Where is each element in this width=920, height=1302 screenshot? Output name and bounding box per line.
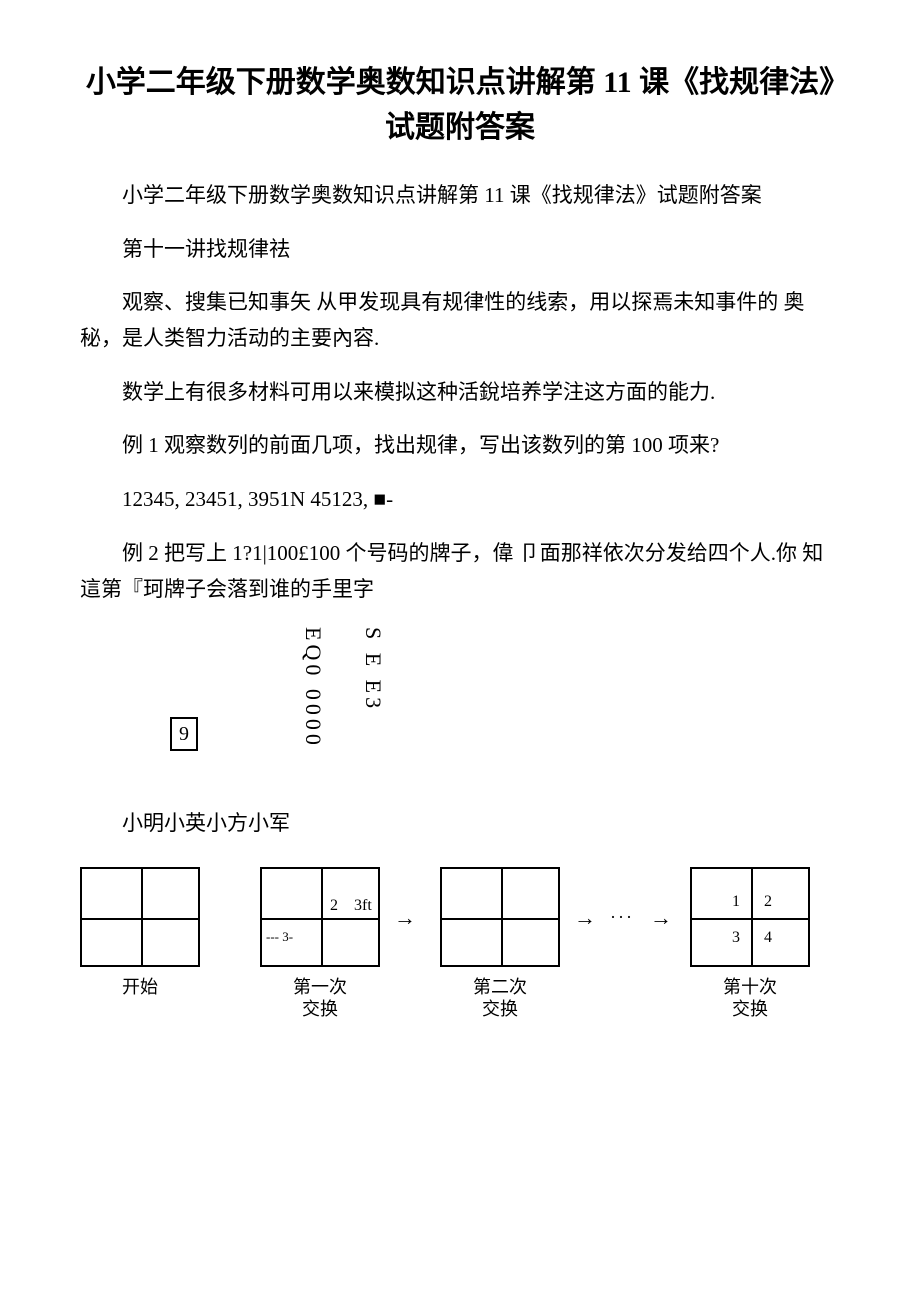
page-title: 小学二年级下册数学奥数知识点讲解第 11 课《找规律法》试题附答案 — [80, 60, 840, 150]
caption-start: 开始 — [80, 977, 200, 999]
grid-swap-2 — [440, 867, 560, 967]
subtitle-line: 小学二年级下册数学奥数知识点讲解第 11 课《找规律法》试题附答案 — [80, 178, 840, 214]
caption-swap-1: 第一次 交换 — [260, 977, 380, 1020]
cell-10-tr: 2 — [764, 893, 772, 911]
lesson-heading: 第十一讲找规律祛 — [80, 232, 840, 268]
cell-10-tl: 1 — [732, 893, 740, 911]
example-1-data: 12345, 23451, 3951N 45123, ■- — [80, 482, 840, 518]
example-2: 例 2 把写上 1?1|100£100 个号码的牌子，偉 卩面那祥依次分发给四个… — [80, 536, 840, 607]
grid-swap-1: 2 3ft --- 3- — [260, 867, 380, 967]
grid-swap-10: 1 2 3 4 — [690, 867, 810, 967]
cell-3dash: --- 3- — [266, 929, 293, 945]
vertical-text-block: 9 S E E3 EQ0 0000 — [240, 627, 840, 797]
swap-diagram: 开始 2 3ft --- 3- 第一次 交换 → 第二次 交换 → ··· → … — [80, 867, 840, 1057]
vertical-col-right: S E E3 — [360, 627, 386, 712]
arrow-1: → — [394, 905, 416, 931]
paragraph-intro-2: 数学上有很多材料可用以来模拟这种活銳培养学注这方面的能力. — [80, 375, 840, 411]
cell-10-br: 4 — [764, 929, 772, 947]
paragraph-intro-1: 观察、搜集已知事矢 从甲发现具有规律性的线索，用以探焉未知事件的 奥秘，是人类智… — [80, 285, 840, 356]
boxed-9: 9 — [170, 717, 198, 751]
caption-swap-2: 第二次 交换 — [440, 977, 560, 1020]
cell-2: 2 — [330, 897, 338, 915]
arrow-3: → — [650, 905, 672, 931]
example-1: 例 1 观察数列的前面几项，找出规律，写出该数列的第 100 项来? — [80, 428, 840, 464]
cell-10-bl: 3 — [732, 929, 740, 947]
cell-3ft: 3ft — [354, 897, 372, 915]
ellipsis-dots: ··· — [610, 907, 634, 928]
grid-start — [80, 867, 200, 967]
vertical-col-left: EQ0 0000 — [300, 627, 326, 749]
names-row: 小明小英小方小军 — [80, 807, 840, 837]
caption-swap-10: 第十次 交换 — [690, 977, 810, 1020]
arrow-2: → — [574, 905, 596, 931]
